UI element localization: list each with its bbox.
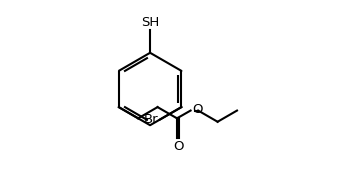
Text: Br: Br <box>144 113 158 126</box>
Text: O: O <box>192 103 202 116</box>
Text: SH: SH <box>141 16 159 29</box>
Text: O: O <box>173 140 183 153</box>
